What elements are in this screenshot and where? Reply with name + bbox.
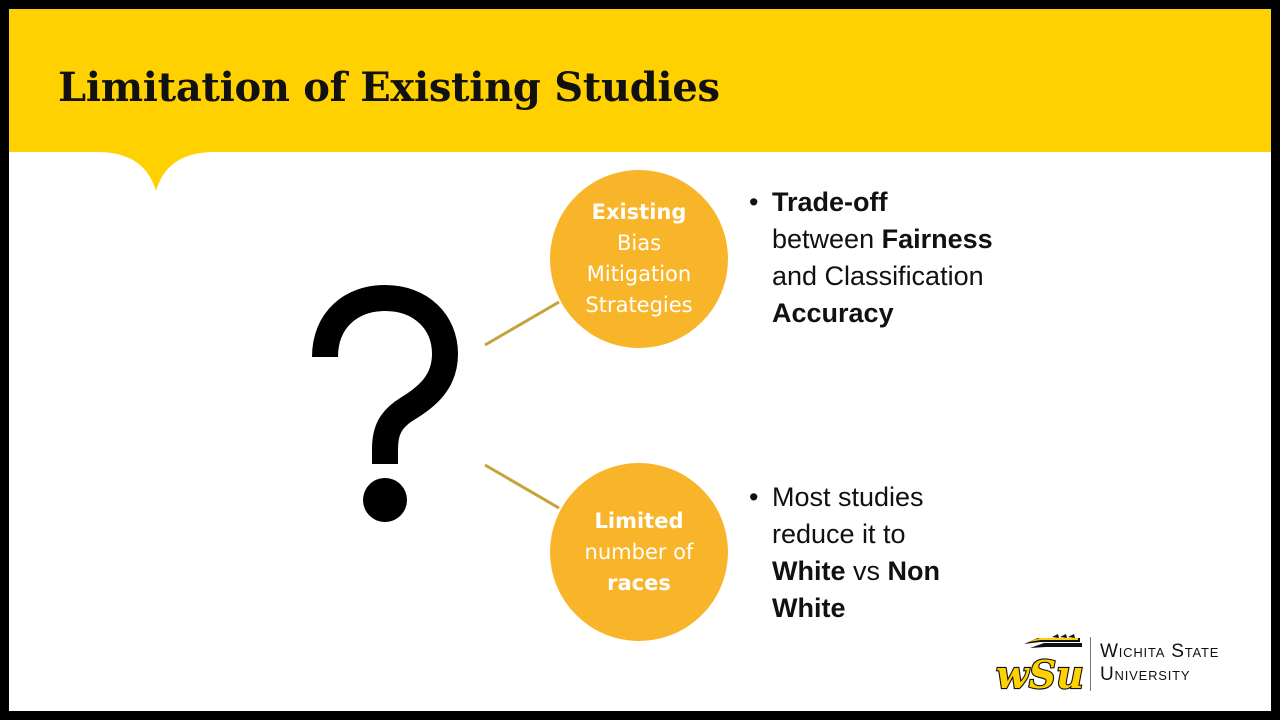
logo-divider (1090, 637, 1091, 691)
circle-label: Bias (616, 231, 662, 255)
bullet-text: Trade-off between Fairness and Classific… (772, 184, 1062, 332)
bullet-text-bold: White (772, 593, 846, 623)
circle-label-bold: races (607, 570, 671, 595)
wsu-logo-lettering: wSu (996, 652, 1084, 694)
bullet-text-bold: Fairness (881, 224, 993, 254)
university-name: Wichita State University (1100, 640, 1219, 686)
connector-bottom (484, 463, 560, 510)
wsu-wheat-shocker-logo: wSu (995, 634, 1085, 694)
bullet-text: Most studies reduce it to White vs Non W… (772, 479, 1062, 627)
wsu-logo: wSu Wichita State University (994, 634, 1254, 694)
bullet-icon: • (749, 187, 759, 217)
bullet-text-bold: Non (887, 556, 940, 586)
bullet-text-bold: White (772, 556, 846, 586)
title-banner (9, 9, 1271, 152)
bullet-text-run: and Classification (772, 261, 984, 291)
bullet-icon: • (749, 482, 759, 512)
bullet-tradeoff: • Trade-off between Fairness and Classif… (749, 184, 1049, 334)
circle-label-bold: Existing (591, 200, 687, 224)
slide-title: Limitation of Existing Studies (58, 64, 720, 111)
bullet-text-run: vs (845, 556, 888, 586)
bullet-text-run: Most studies (772, 482, 924, 512)
bullet-text-bold: Accuracy (772, 298, 894, 328)
slide-canvas: Limitation of Existing Studies Existing … (9, 9, 1271, 711)
bullet-text-run: reduce it to (772, 519, 906, 549)
circle-label: number of (584, 539, 694, 564)
bullet-white-vs-nonwhite: • Most studies reduce it to White vs Non… (749, 479, 1049, 629)
university-name-line2: University (1100, 664, 1191, 685)
circle-existing-strategies: Existing Bias Mitigation Strategies (550, 170, 728, 348)
circle-label-bold: Limited (594, 508, 684, 533)
circle-label: Strategies (585, 293, 693, 317)
university-name-line1: Wichita State (1100, 641, 1220, 662)
circle-limited-races: Limited number of races (550, 463, 728, 641)
question-mark-icon (312, 284, 459, 522)
banner-callout-pointer (97, 152, 215, 191)
connector-top (484, 300, 560, 347)
connector-lines (484, 300, 560, 510)
bullet-text-bold: Trade-off (772, 187, 888, 217)
circle-label: Mitigation (586, 262, 692, 286)
bullet-text-run: between (772, 224, 882, 254)
